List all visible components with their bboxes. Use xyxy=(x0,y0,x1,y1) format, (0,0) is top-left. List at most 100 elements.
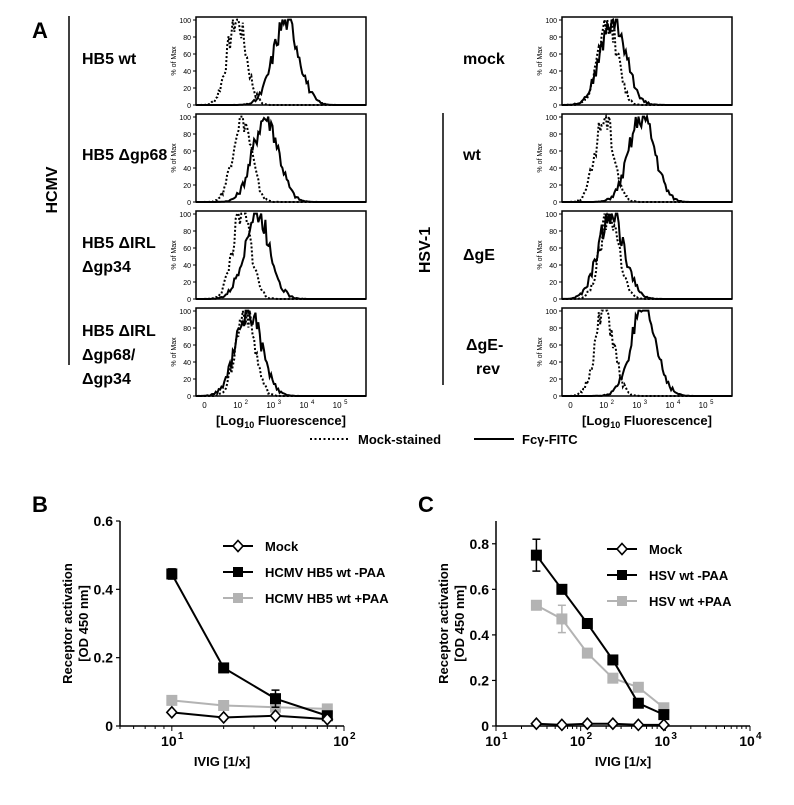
histogram-ytick-label: 100 xyxy=(179,309,191,316)
histogram-ytick-label: 100 xyxy=(179,115,191,122)
x-tick-exp: 1 xyxy=(502,731,508,742)
legend-entry: HSV wt +PAA xyxy=(607,594,732,609)
histogram-ytick-label: 60 xyxy=(549,343,557,350)
panel-label-a: A xyxy=(32,18,48,43)
legend-marker xyxy=(233,593,243,603)
histogram-xtick-exp: 5 xyxy=(710,400,714,406)
histogram-ytick-label: 0 xyxy=(187,200,191,207)
histogram-ylabel: % of Max xyxy=(171,337,178,367)
histogram-ylabel: % of Max xyxy=(171,46,178,76)
data-point xyxy=(607,654,619,666)
legend-marker xyxy=(615,542,629,556)
histogram-ytick-label: 20 xyxy=(183,86,191,93)
x-tick-exp: 4 xyxy=(756,731,762,742)
hsv-row-label: ΔgE xyxy=(463,247,495,264)
xlabel-sub: 10 xyxy=(610,420,620,430)
data-point xyxy=(657,718,670,732)
histogram-xtick-label: 0 xyxy=(202,401,207,410)
histogram-xtick-exp: 2 xyxy=(245,400,249,406)
y-tick-label: 0.6 xyxy=(470,581,490,597)
histogram-ytick-label: 40 xyxy=(549,166,557,173)
legend-label: HSV wt +PAA xyxy=(649,594,732,609)
histogram-ylabel: % of Max xyxy=(537,143,544,173)
xlabel-suffix: Fluorescence] xyxy=(254,413,346,428)
histogram-frame xyxy=(561,210,733,300)
legend-fc-label: Fcγ-FITC xyxy=(522,432,578,447)
fc-fitc-curve xyxy=(196,212,366,301)
hsv-row-label: mock xyxy=(463,51,505,68)
hcmv-row-label: HB5 ΔIRL xyxy=(82,235,156,252)
fc-fitc-curve xyxy=(196,18,366,107)
histogram-ytick-label: 20 xyxy=(549,183,557,190)
data-point xyxy=(166,568,178,580)
histogram-ytick-label: 80 xyxy=(549,229,557,236)
fc-fitc-curve xyxy=(562,112,732,203)
histogram-ytick-label: 20 xyxy=(549,86,557,93)
histogram-frame xyxy=(195,16,367,106)
histogram-ytick-label: 0 xyxy=(553,394,557,401)
data-point xyxy=(581,717,594,731)
hcmv-row-label: HB5 wt xyxy=(82,51,137,68)
legend-marker xyxy=(617,570,627,580)
histogram-ytick-label: 40 xyxy=(549,360,557,367)
x-tick-label: 10 xyxy=(161,733,177,749)
y-axis-label-unit: [OD 450 nm] xyxy=(452,585,467,662)
histogram-xtick-exp: 4 xyxy=(677,400,681,406)
legend-mock-label: Mock-stained xyxy=(358,432,441,447)
histogram-xtick-label: 10 xyxy=(599,401,608,410)
fc-fitc-curve xyxy=(562,309,732,398)
x-tick-label: 10 xyxy=(739,733,755,749)
data-point xyxy=(581,647,593,659)
histogram-ytick-label: 60 xyxy=(549,52,557,59)
histogram-frame xyxy=(561,113,733,203)
histogram-panel: 0 20 40 60 80 100 % of Max xyxy=(537,16,733,110)
histogram-xtick-exp: 4 xyxy=(311,400,315,406)
histogram-ytick-label: 0 xyxy=(553,103,557,110)
histogram-ylabel: % of Max xyxy=(171,240,178,270)
fc-fitc-curve xyxy=(562,17,732,107)
histogram-ytick-label: 40 xyxy=(549,263,557,270)
histogram-xtick-label: 10 xyxy=(632,401,641,410)
data-point xyxy=(530,549,542,561)
legend-marker xyxy=(233,567,243,577)
series-line xyxy=(171,711,328,721)
histogram-panel: 0 20 40 60 80 100 % of Max xyxy=(171,16,367,110)
histogram-xtick-label: 0 xyxy=(568,401,573,410)
hcmv-group-label: HCMV xyxy=(44,166,61,213)
legend-entry: HCMV HB5 wt -PAA xyxy=(223,565,386,580)
legend-entry: HSV wt -PAA xyxy=(607,568,729,583)
histogram-xtick-label: 10 xyxy=(699,401,708,410)
data-point xyxy=(218,700,230,711)
histogram-ylabel: % of Max xyxy=(537,240,544,270)
x-tick-exp: 1 xyxy=(178,731,184,742)
y-tick-label: 0.8 xyxy=(470,536,490,552)
histogram-ytick-label: 20 xyxy=(549,377,557,384)
histogram-frame xyxy=(195,307,367,397)
xlabel-suffix: Fluorescence] xyxy=(620,413,712,428)
series-line xyxy=(170,573,328,717)
panel-label-c: C xyxy=(418,492,434,517)
hsv-group-label: HSV-1 xyxy=(417,227,434,273)
data-point xyxy=(218,662,230,674)
fc-fitc-curve xyxy=(562,212,732,301)
histogram-ylabel: % of Max xyxy=(537,46,544,76)
y-tick-label: 0.2 xyxy=(94,650,114,666)
y-tick-label: 0.4 xyxy=(470,627,490,643)
hcmv-row-label: Δgp34 xyxy=(82,371,131,388)
histogram-xaxis: 0 10 2 10 3 10 4 10 5[Log10 Fluorescence] xyxy=(568,400,714,430)
legend-entry: Mock xyxy=(223,539,299,554)
histogram-ytick-label: 80 xyxy=(183,35,191,42)
data-point xyxy=(555,718,568,732)
histogram-ytick-label: 60 xyxy=(549,149,557,156)
y-axis-label-unit: [OD 450 nm] xyxy=(76,585,91,662)
series-line xyxy=(535,604,665,709)
histogram-ytick-label: 80 xyxy=(549,132,557,139)
histogram-xtick-label: 10 xyxy=(299,401,308,410)
series-line xyxy=(535,554,665,716)
histogram-ytick-label: 80 xyxy=(183,229,191,236)
histogram-ylabel: % of Max xyxy=(537,337,544,367)
histogram-ytick-label: 60 xyxy=(183,343,191,350)
hsv-row-label: rev xyxy=(476,361,500,378)
